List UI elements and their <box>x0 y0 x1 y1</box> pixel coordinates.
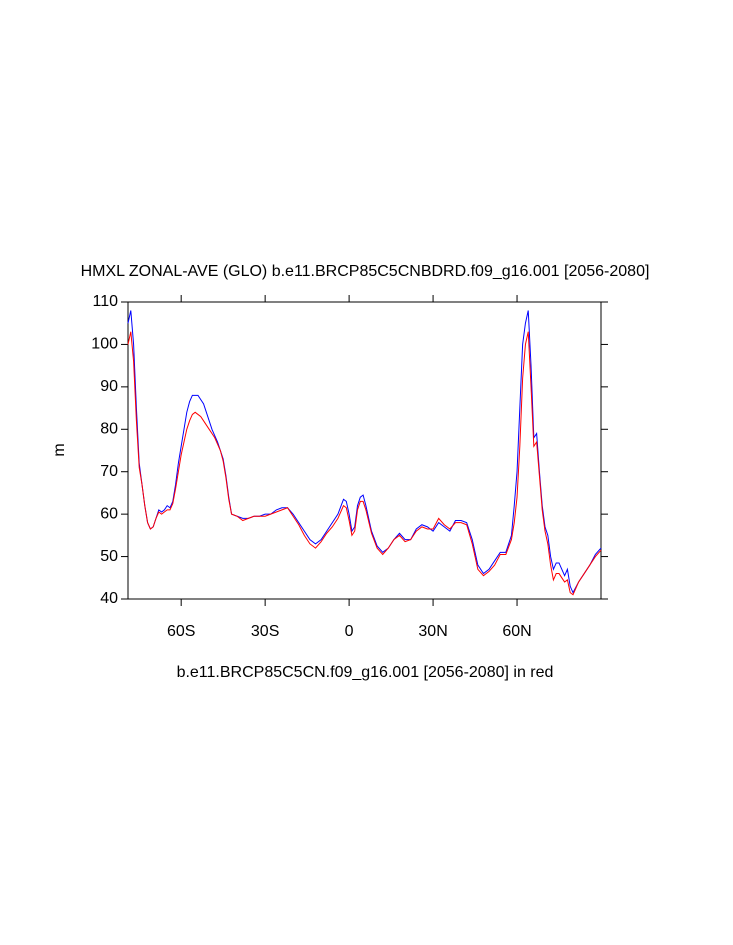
y-tick-label: 100 <box>91 336 118 353</box>
y-tick-label: 50 <box>100 548 118 565</box>
x-tick-label: 30N <box>418 623 447 640</box>
x-tick-label: 30S <box>251 623 279 640</box>
y-tick-label: 70 <box>100 463 118 480</box>
x-axis-label: b.e11.BRCP85C5CN.f09_g16.001 [2056-2080]… <box>177 664 554 681</box>
x-tick-label: 60N <box>502 623 531 640</box>
x-tick-label: 60S <box>167 623 195 640</box>
y-tick-label: 40 <box>100 590 118 607</box>
data-line <box>127 310 602 594</box>
y-axis-label: m <box>51 443 68 456</box>
y-tick-label: 90 <box>100 378 118 395</box>
x-tick-label: 0 <box>345 623 354 640</box>
y-tick-label: 110 <box>92 293 118 310</box>
y-tick-label: 80 <box>100 421 118 438</box>
y-tick-label: 60 <box>100 505 118 522</box>
data-line <box>127 331 602 596</box>
plot-frame <box>127 301 602 600</box>
chart-title: HMXL ZONAL-AVE (GLO) b.e11.BRCP85C5CNBDR… <box>81 263 650 280</box>
